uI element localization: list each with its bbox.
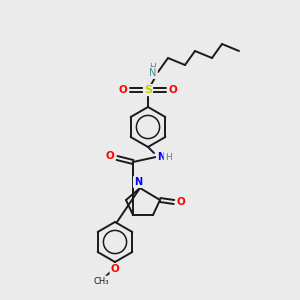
Text: O: O [169,85,177,95]
Text: CH₃: CH₃ [93,277,109,286]
Text: H: H [165,152,171,161]
Text: O: O [177,197,185,207]
Text: H: H [150,62,156,71]
Text: O: O [118,85,127,95]
Text: O: O [106,151,114,161]
Text: S: S [144,85,152,95]
Text: N: N [149,68,157,78]
Text: N: N [134,177,142,187]
Text: O: O [111,264,119,274]
Text: N: N [157,152,165,162]
